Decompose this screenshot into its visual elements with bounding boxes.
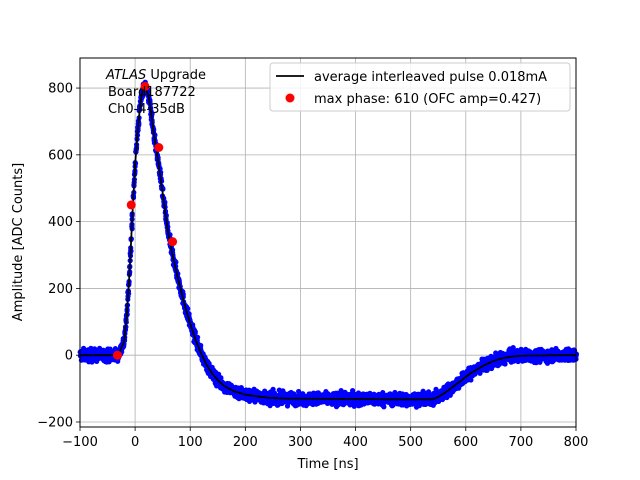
sample-point (115, 358, 121, 364)
x-tick-label: 0 (131, 435, 139, 450)
max-phase-point (126, 200, 136, 210)
max-phase-point (140, 81, 150, 91)
y-tick-label: 200 (48, 282, 73, 297)
y-tick-label: −200 (37, 415, 73, 430)
sample-point (355, 390, 362, 396)
sample-point (218, 375, 224, 381)
x-tick-label: 800 (564, 435, 589, 450)
y-axis-label: Amplitude [ADC Counts] (11, 163, 26, 321)
sample-point (381, 404, 387, 410)
x-tick-label: 700 (508, 435, 533, 450)
annotation-line-3: Ch0-4-35dB (108, 102, 185, 117)
y-tick-label: 400 (48, 215, 73, 230)
y-tick-label: 800 (48, 82, 73, 97)
x-tick-label: 100 (178, 435, 203, 450)
sample-point (468, 377, 474, 383)
legend-max-phase-label: max phase: 610 (OFC amp=0.427) (314, 92, 541, 107)
atlas-annotation: ATLAS Upgrade Board187722 Ch0-4-35dB (105, 68, 206, 117)
x-axis-ticks: −100 0 100 200 300 400 500 600 700 800 (62, 427, 588, 450)
x-tick-label: 500 (398, 435, 423, 450)
legend-average-label: average interleaved pulse 0.018mA (314, 70, 547, 85)
max-phase-point (112, 350, 122, 360)
y-tick-label: 600 (48, 148, 73, 163)
annotation-line-1: ATLAS Upgrade (105, 68, 206, 83)
x-tick-label: 600 (453, 435, 478, 450)
max-phase-markers (112, 81, 178, 360)
x-tick-label: 300 (288, 435, 313, 450)
legend-box (269, 62, 571, 112)
sample-point (195, 334, 201, 340)
x-tick-label: −100 (62, 435, 98, 450)
y-tick-label: 0 (65, 349, 73, 364)
annotation-line-2: Board187722 (108, 85, 196, 100)
max-phase-point (154, 142, 164, 152)
y-axis-ticks: −200 0 200 400 600 800 (37, 82, 80, 430)
plot-frame (79, 57, 577, 428)
x-axis-label: Time [ns] (296, 457, 358, 472)
max-phase-point (168, 237, 178, 247)
legend-marker-swatch (285, 93, 295, 103)
legend: average interleaved pulse 0.018mA max ph… (269, 62, 571, 112)
x-tick-label: 400 (343, 435, 368, 450)
sample-point (502, 361, 508, 367)
x-tick-label: 200 (233, 435, 258, 450)
